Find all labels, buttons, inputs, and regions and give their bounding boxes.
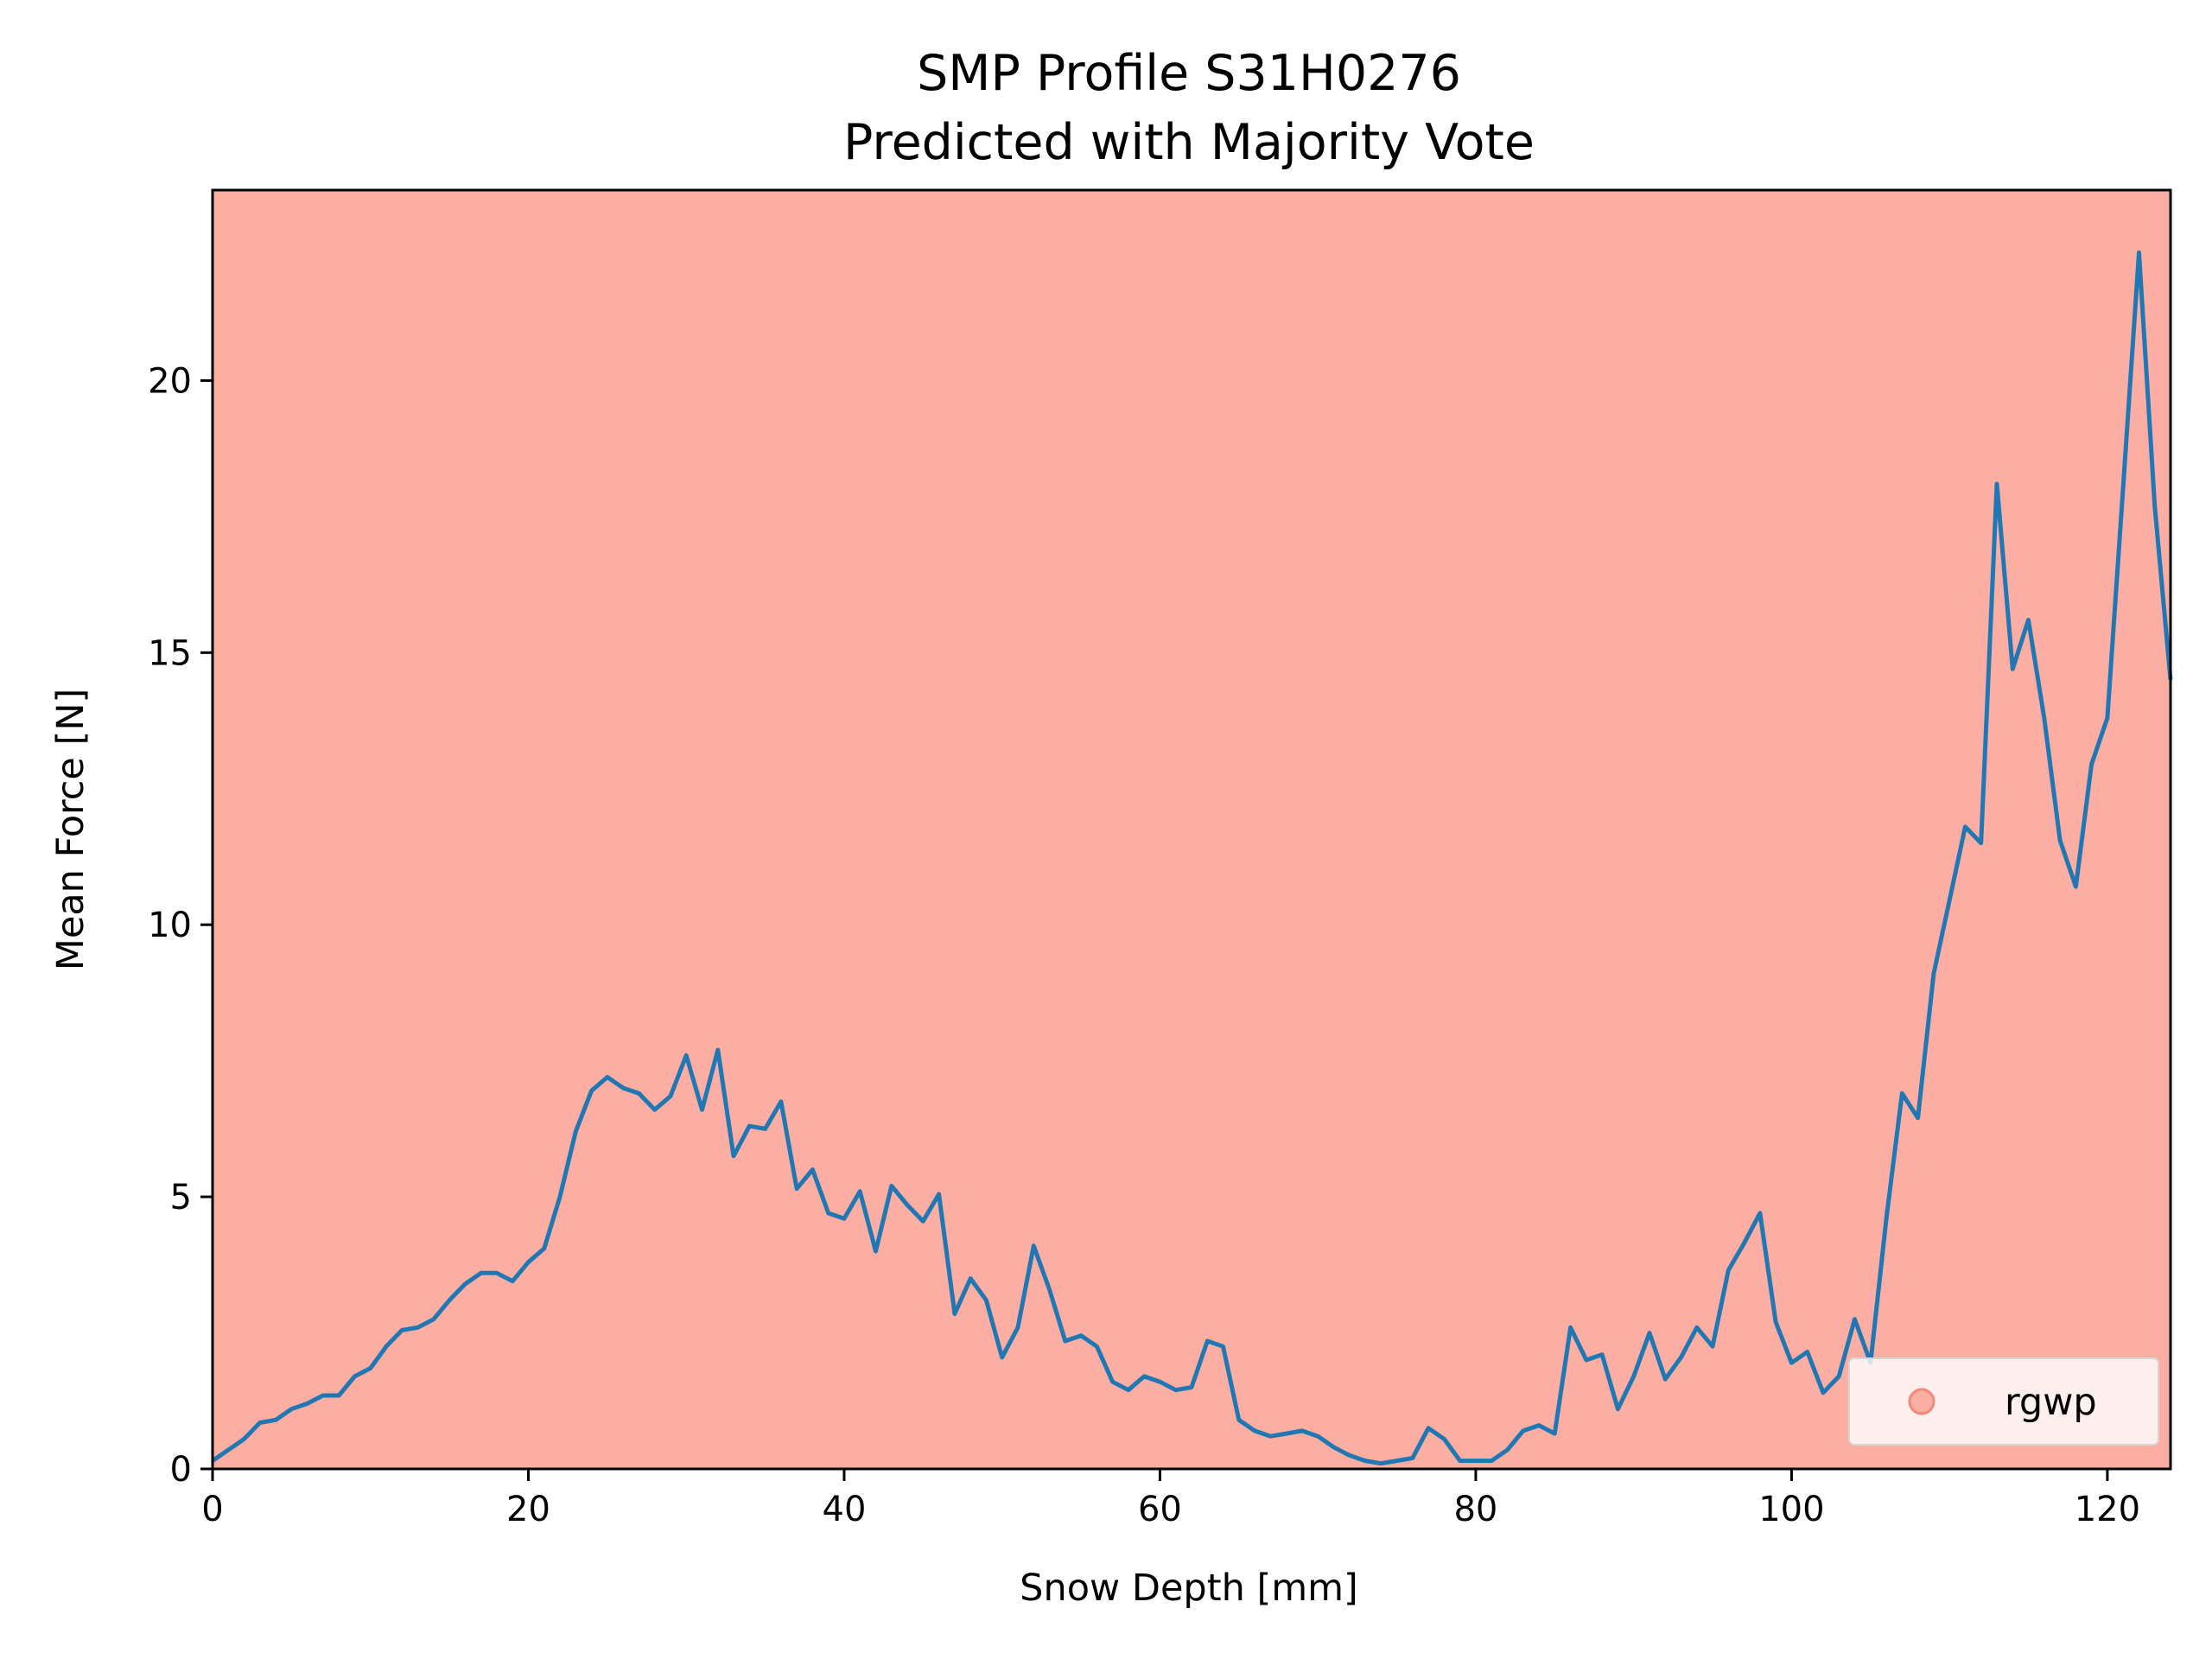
x-tick-label: 20 <box>506 1490 550 1529</box>
y-axis-ticks: 0 5 10 15 20 <box>148 361 213 1490</box>
legend-label: rgwp <box>2005 1381 2097 1424</box>
x-tick-label: 120 <box>2075 1490 2140 1529</box>
line-layer <box>211 250 2173 1466</box>
x-tick-label: 40 <box>823 1490 867 1529</box>
y-tick-label: 0 <box>170 1450 192 1490</box>
legend: rgwp <box>1848 1357 2159 1446</box>
chart-title: SMP Profile S31H0276 <box>917 45 1461 102</box>
x-tick-label: 100 <box>1758 1490 1824 1529</box>
legend-box <box>1848 1357 2159 1446</box>
force-profile-line <box>211 250 2173 1466</box>
y-tick-label: 15 <box>148 633 192 673</box>
x-tick-label: 0 <box>201 1490 223 1529</box>
chart-subtitle: Predicted with Majority Vote <box>843 114 1535 171</box>
y-tick-label: 5 <box>170 1178 192 1217</box>
x-axis-ticks: 0 20 40 60 80 100 120 <box>201 1469 2140 1529</box>
plot-area-frame <box>211 188 2172 1471</box>
x-tick-label: 60 <box>1138 1490 1182 1529</box>
x-axis-label: Snow Depth [mm] <box>1020 1567 1358 1610</box>
y-tick-label: 10 <box>148 906 192 945</box>
legend-marker <box>1908 1388 1936 1415</box>
y-axis-label: Mean Force [N] <box>49 689 92 971</box>
y-tick-label: 20 <box>148 361 192 401</box>
x-tick-label: 80 <box>1453 1490 1497 1529</box>
